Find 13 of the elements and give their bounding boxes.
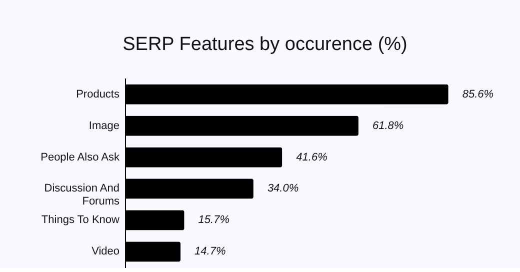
y-tick-label: Things To Know [41, 214, 120, 226]
data-label: 14.7% [194, 246, 226, 258]
y-tick-label: People Also Ask [40, 151, 120, 164]
chart-title: SERP Features by occurence (%) [122, 34, 408, 55]
data-label: 15.7% [198, 214, 230, 226]
y-tick-label: Image [88, 120, 120, 132]
data-label: 34.0% [267, 182, 299, 195]
y-tick-label: Discussion And Forums [44, 182, 120, 208]
data-label: 61.8% [372, 120, 404, 132]
data-label: 41.6% [296, 151, 328, 164]
y-tick-label: Video [92, 246, 120, 258]
y-tick-label: Products [76, 88, 120, 100]
data-label: 85.6% [462, 88, 494, 100]
